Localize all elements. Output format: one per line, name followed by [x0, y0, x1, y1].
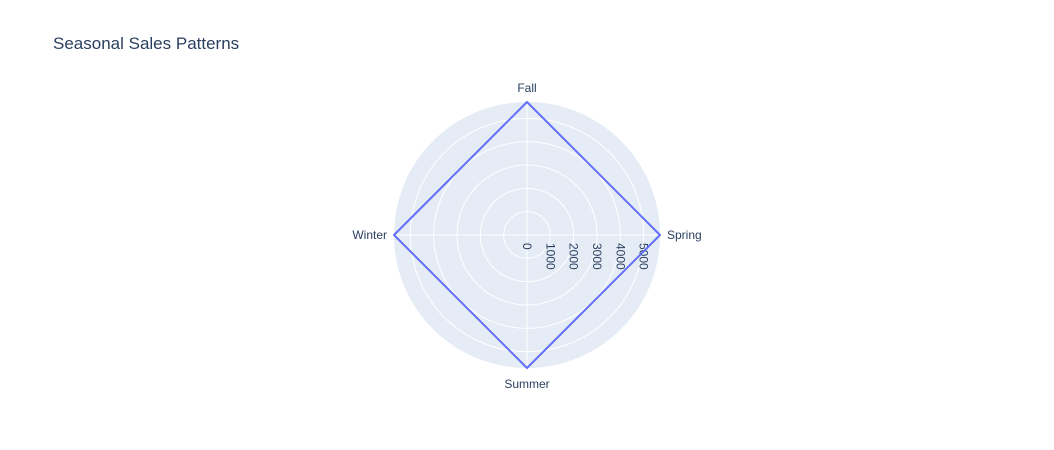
- angular-label: Winter: [352, 228, 387, 242]
- angular-label: Fall: [517, 81, 536, 95]
- radial-tick-label: 0: [520, 243, 534, 250]
- radial-tick-label: 1000: [543, 243, 557, 270]
- angular-gridlines: [394, 102, 660, 368]
- angular-label: Summer: [504, 377, 549, 391]
- chart-title: Seasonal Sales Patterns: [53, 34, 240, 53]
- radial-tick-label: 2000: [567, 243, 581, 270]
- angular-labels: Spring Fall Winter Summer: [352, 81, 701, 391]
- radial-tick-label: 4000: [613, 243, 627, 270]
- radial-tick-labels: 0 1000 2000 3000 4000 5000: [520, 243, 651, 270]
- radial-tick-label: 5000: [637, 243, 651, 270]
- series-line: [393, 101, 661, 369]
- angular-label: Spring: [667, 228, 702, 242]
- radial-tick-label: 3000: [590, 243, 604, 270]
